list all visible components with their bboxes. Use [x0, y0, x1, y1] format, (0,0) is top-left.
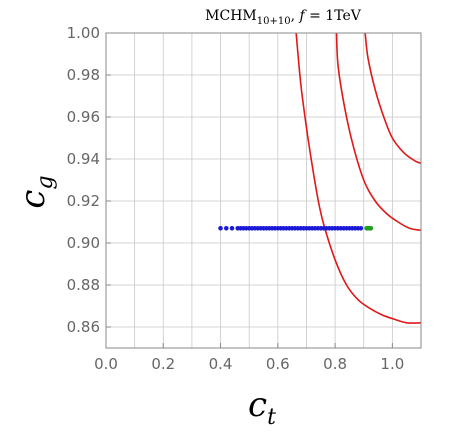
contour-curves — [295, 32, 422, 324]
x-tick-label: 0.0 — [94, 355, 118, 373]
x-tick-label: 0.6 — [266, 355, 290, 373]
y-tick-label: 0.86 — [67, 318, 100, 336]
x-tick-label: 0.8 — [323, 355, 347, 373]
contour-curve-2 — [295, 32, 422, 324]
blue-data-point — [223, 226, 229, 231]
blue-data-point — [229, 226, 235, 231]
x-axis-label-base: c — [248, 385, 267, 425]
y-tick-labels: 0.86 0.88 0.90 0.92 0.94 0.96 0.98 1.00 — [67, 24, 111, 336]
contour-curve-4 — [364, 32, 422, 164]
blue-data-point — [218, 226, 223, 231]
plot-frame — [105, 32, 422, 349]
contour-curve-3 — [335, 32, 422, 232]
y-axis-label-sub: g — [33, 175, 58, 189]
chart-title: MCHM10+10, f = 1TeV — [205, 8, 362, 27]
data-points — [218, 226, 374, 231]
y-tick-label: 0.88 — [67, 276, 100, 294]
y-tick-label: 0.94 — [67, 150, 100, 168]
x-tick-label: 1.0 — [380, 355, 404, 373]
y-axis-label-base: c — [13, 190, 53, 209]
x-axis-label-sub: t — [267, 405, 276, 430]
y-tick-label: 0.90 — [67, 234, 100, 252]
x-axis-label: ct — [248, 385, 276, 430]
title-separator: , — [291, 8, 300, 24]
blue-data-point — [358, 226, 364, 231]
y-tick-label: 1.00 — [67, 24, 100, 42]
title-equals: = 1TeV — [305, 8, 362, 24]
x-tick-labels: 0.0 0.2 0.4 0.6 0.8 1.0 — [94, 343, 404, 373]
green-data-point — [368, 226, 374, 231]
y-axis-label: cg — [13, 175, 58, 208]
x-tick-label: 0.2 — [151, 355, 175, 373]
y-tick-label: 0.98 — [67, 66, 100, 84]
y-tick-label: 0.92 — [67, 192, 100, 210]
title-subscript: 10+10 — [257, 16, 291, 27]
title-prefix: MCHM — [205, 8, 257, 24]
y-tick-label: 0.96 — [67, 108, 100, 126]
x-tick-label: 0.4 — [209, 355, 233, 373]
title-param: f — [298, 8, 307, 24]
grid — [106, 33, 422, 348]
